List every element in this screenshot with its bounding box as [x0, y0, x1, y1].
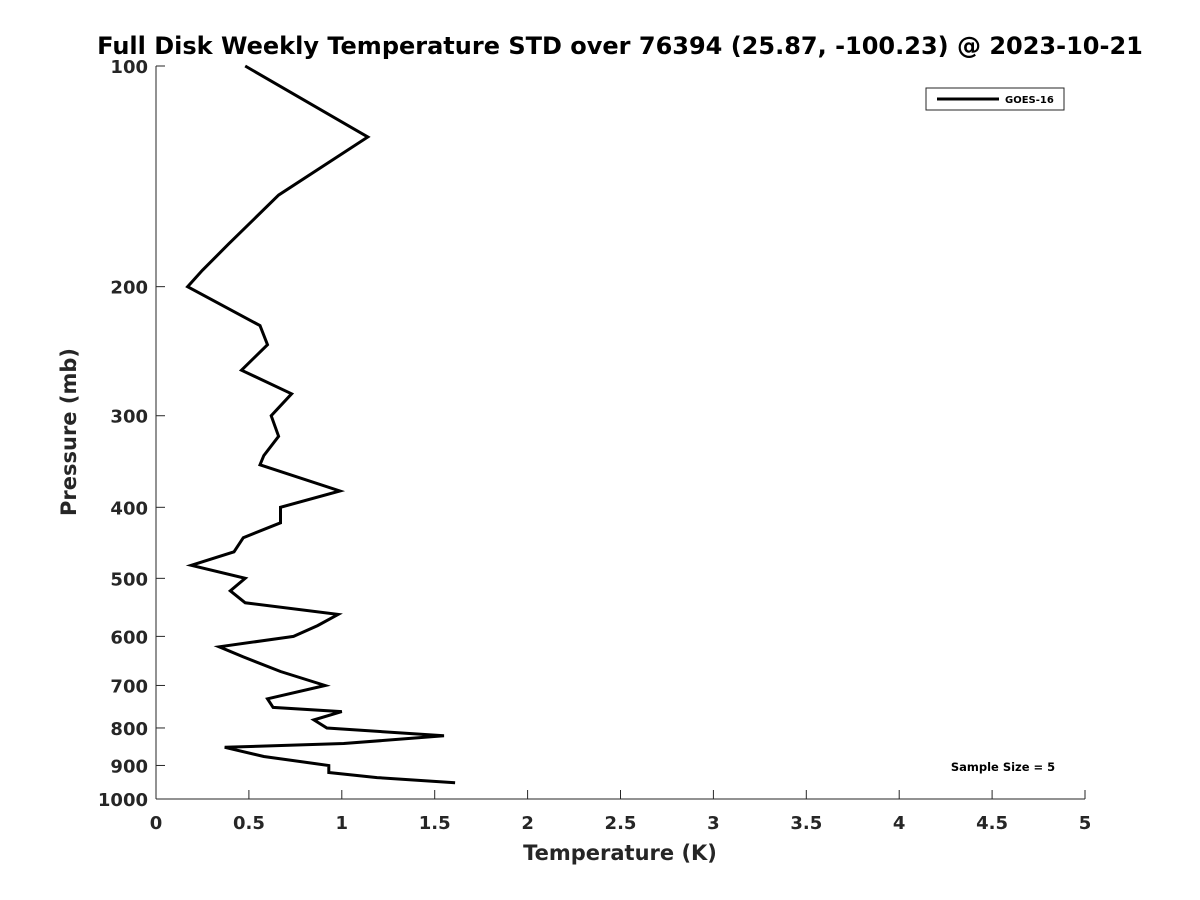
legend: GOES-16 — [925, 87, 1065, 111]
y-tick-label: 500 — [110, 569, 148, 590]
x-axis-label: Temperature (K) — [523, 841, 717, 865]
x-tick-label: 4.5 — [976, 813, 1008, 834]
x-tick-label: 3 — [707, 813, 720, 834]
chart-title: Full Disk Weekly Temperature STD over 76… — [97, 32, 1143, 60]
y-tick-label: 200 — [110, 278, 148, 299]
sample-size-annotation: Sample Size = 5 — [951, 760, 1055, 774]
x-tick-label: 0 — [150, 813, 163, 834]
series-layer — [185, 64, 456, 785]
y-tick-label: 800 — [110, 719, 148, 740]
x-tick-label: 2.5 — [605, 813, 637, 834]
x-tick-label: 4 — [893, 813, 906, 834]
legend-label-goes-16: GOES-16 — [1005, 95, 1054, 106]
x-tick-label: 1 — [336, 813, 349, 834]
plot-axes — [155, 66, 1085, 800]
y-tick-label: 300 — [110, 407, 148, 428]
y-tick-label: 700 — [110, 676, 148, 697]
x-tick-label: 3.5 — [790, 813, 822, 834]
y-tick-label: 1000 — [98, 790, 148, 811]
x-axis-ticks: 0 0.5 1 1.5 2 2.5 3 3.5 4 4.5 5 — [150, 790, 1092, 834]
x-tick-label: 2 — [521, 813, 534, 834]
y-tick-label: 400 — [110, 498, 148, 519]
y-axis-label: Pressure (mb) — [57, 348, 81, 516]
y-axis-ticks: 100 200 300 400 500 600 700 800 900 1000 — [98, 57, 165, 811]
series-line-goes-16 — [185, 64, 456, 785]
y-tick-label: 600 — [110, 627, 148, 648]
y-tick-label: 100 — [110, 57, 148, 78]
x-tick-label: 1.5 — [419, 813, 451, 834]
x-tick-label: 0.5 — [233, 813, 265, 834]
x-tick-label: 5 — [1079, 813, 1092, 834]
y-tick-label: 900 — [110, 756, 148, 777]
